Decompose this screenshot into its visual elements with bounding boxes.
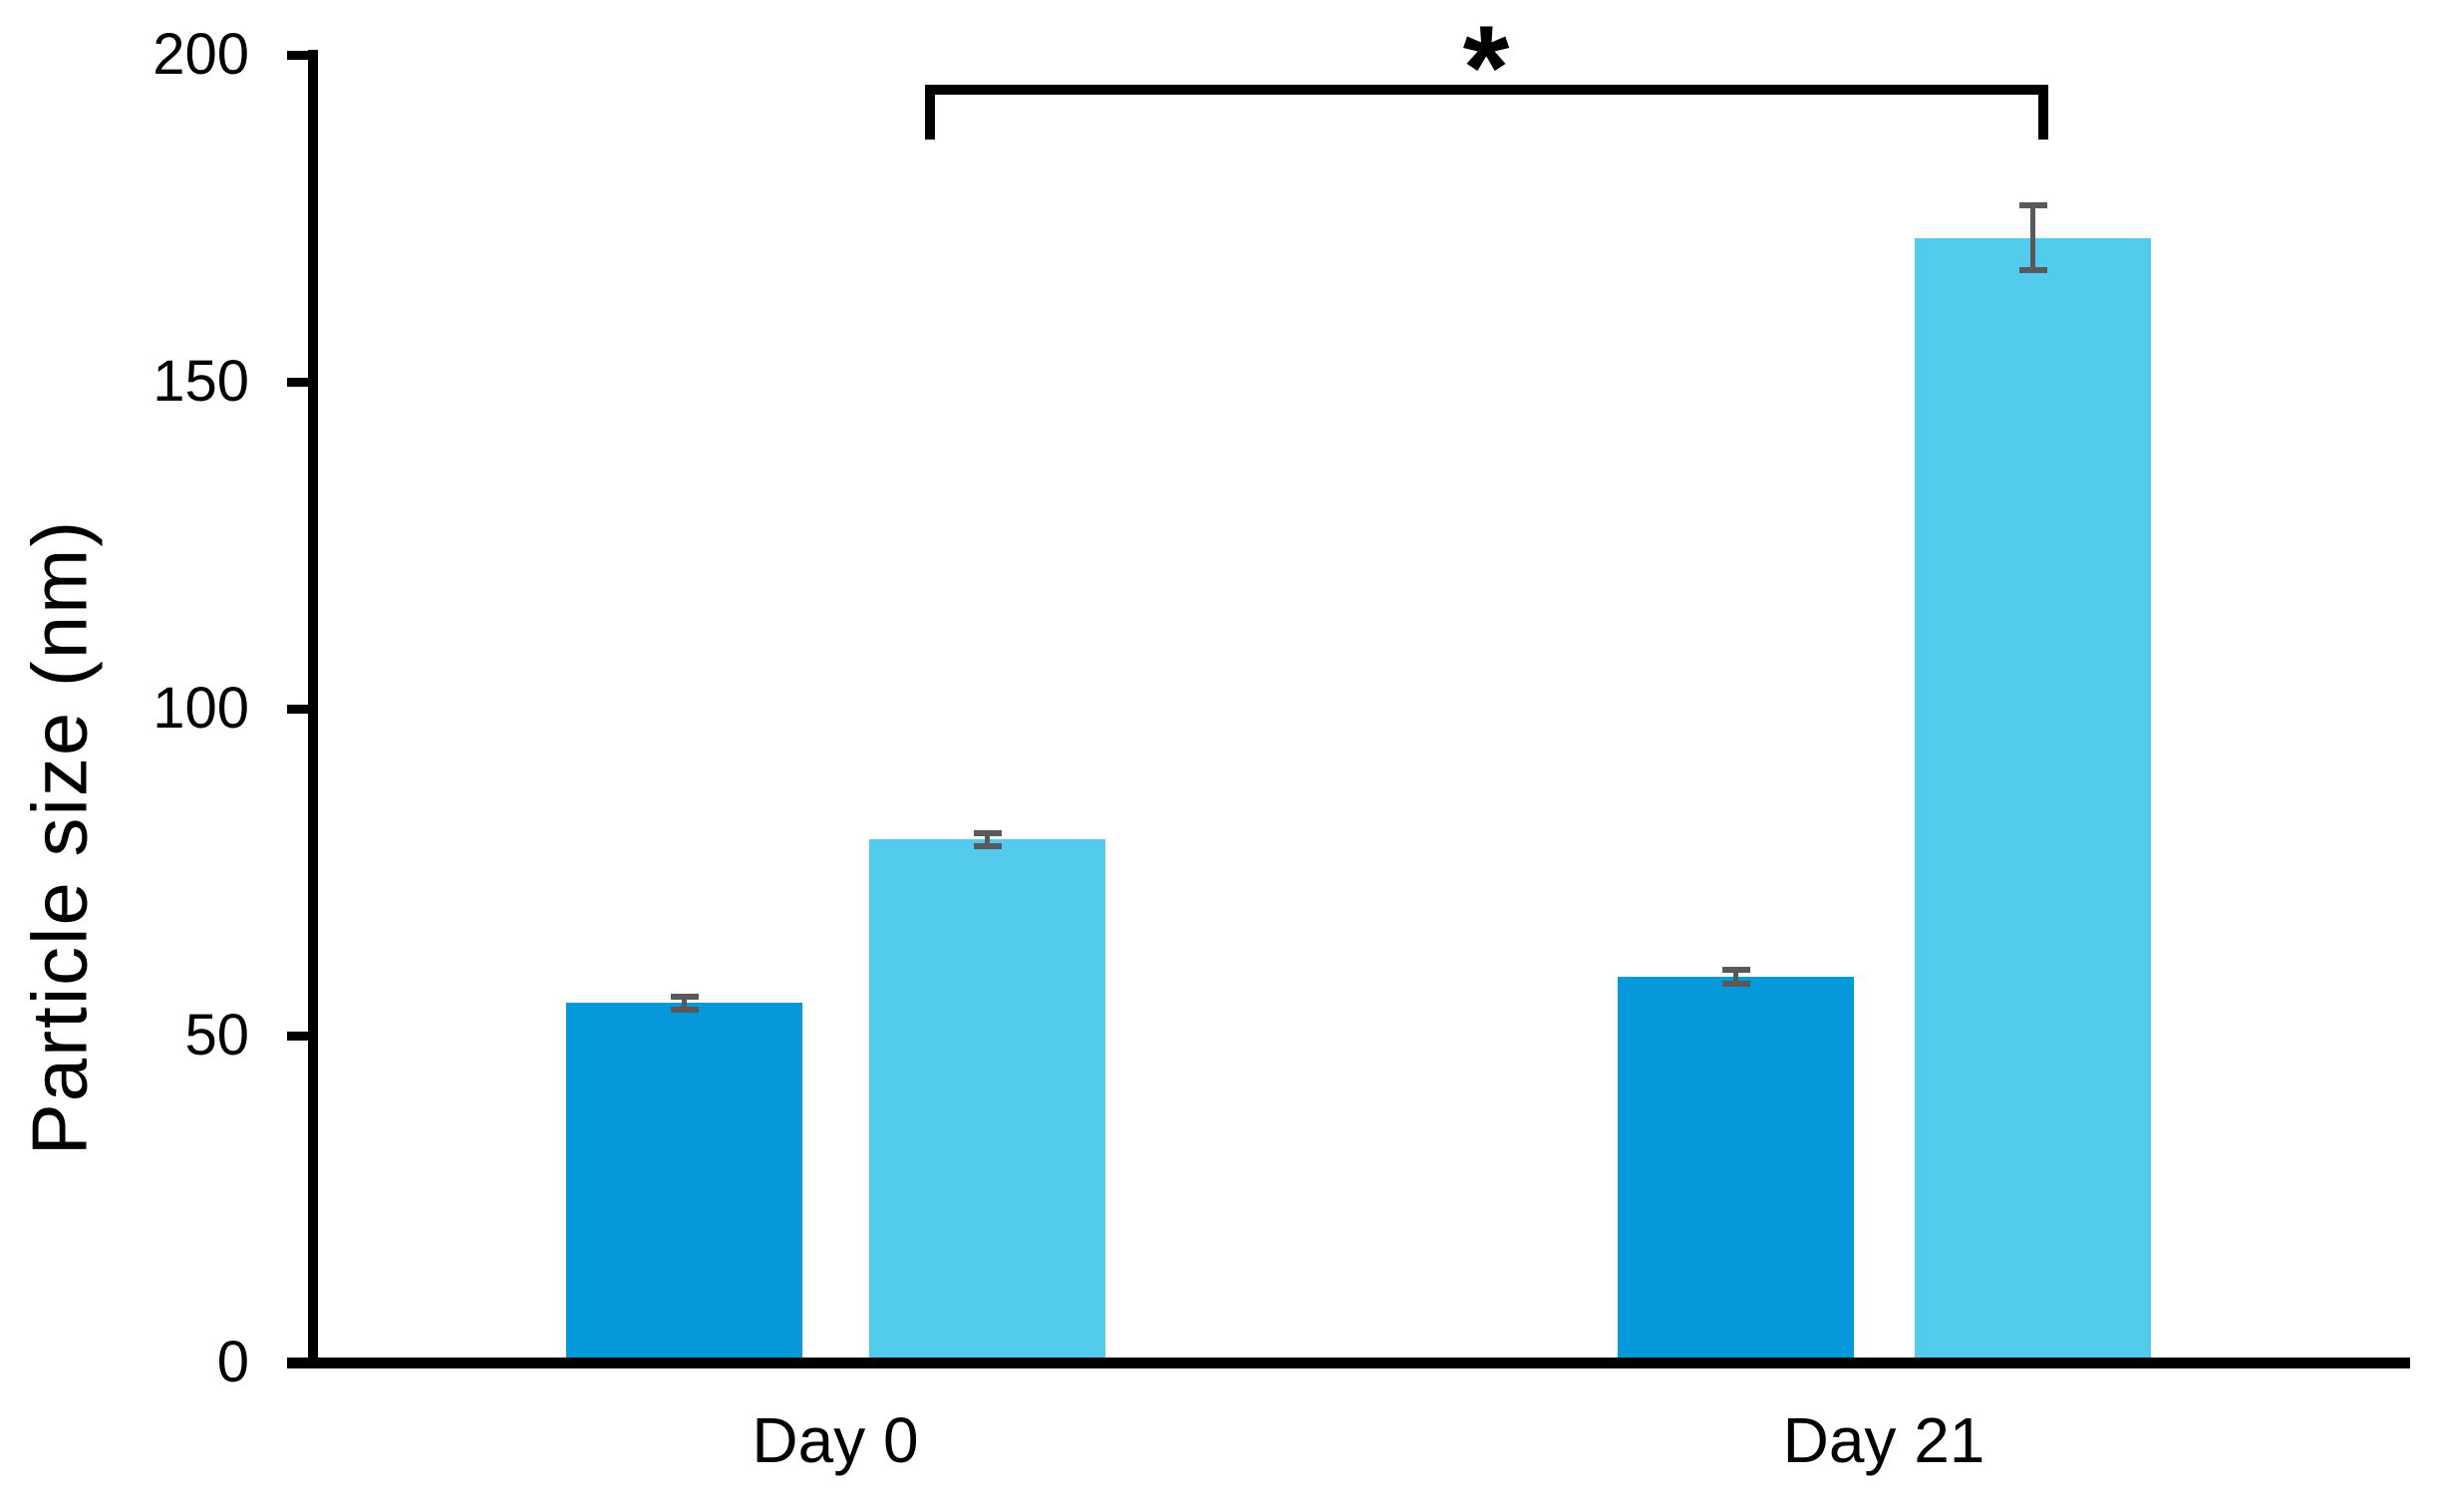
y-tick [287, 50, 313, 60]
y-tick-label: 100 [153, 676, 249, 741]
error-bar-stem [985, 832, 990, 846]
bar-dark-blue-bars-day21 [1618, 976, 1854, 1358]
error-bar-cap-bottom [670, 1006, 699, 1013]
error-bar-stem [1733, 970, 1738, 984]
error-bar-stem [682, 996, 687, 1010]
bar-light-blue-bars-day0 [869, 839, 1105, 1358]
error-bar-cap-top [973, 829, 1002, 836]
error-bar-cap-bottom [2018, 267, 2047, 274]
y-tick-label: 150 [153, 349, 249, 414]
y-tick [287, 1358, 313, 1367]
error-bar-cap-bottom [973, 842, 1002, 849]
error-bar-stem [2030, 204, 2035, 271]
y-tick [287, 377, 313, 387]
y-tick [287, 704, 313, 714]
y-tick-label: 50 [184, 1003, 249, 1067]
significance-bracket [925, 85, 2048, 140]
y-tick [287, 1031, 313, 1041]
x-axis-line [287, 1358, 2410, 1368]
error-bar-cap-top [1721, 967, 1750, 974]
significance-asterisk: * [1462, 1, 1510, 135]
error-bar-cap-top [670, 993, 699, 1000]
y-tick-label: 200 [153, 22, 249, 87]
bar-light-blue-bars-day21 [1915, 237, 2151, 1358]
y-axis-line [308, 50, 318, 1368]
error-bar-cap-bottom [1721, 980, 1750, 987]
y-tick-label: 0 [216, 1330, 249, 1394]
error-bar-cap-top [2018, 201, 2047, 208]
bar-dark-blue-bars-day0 [566, 1003, 802, 1358]
x-axis-label: Day 21 [1782, 1404, 1985, 1476]
x-axis-label: Day 0 [752, 1404, 919, 1476]
